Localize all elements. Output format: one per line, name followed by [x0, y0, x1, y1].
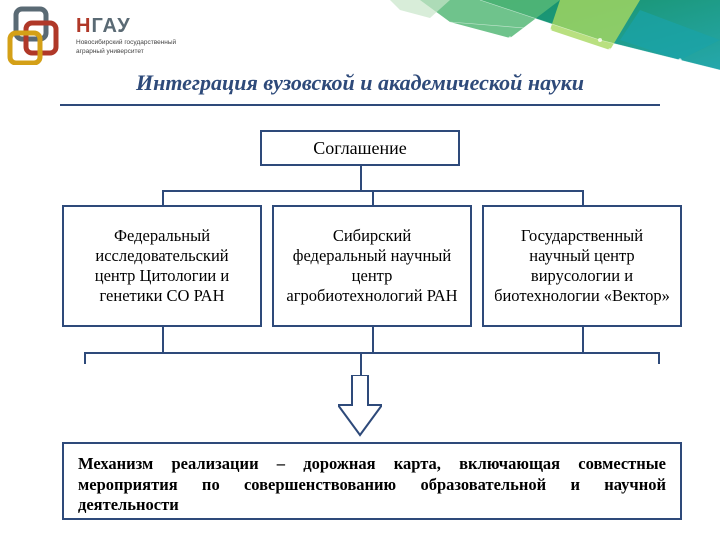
child-box-2: Сибирский федеральный научный центр агро…	[272, 205, 472, 327]
child-box-1: Федеральный исследовательский центр Цито…	[62, 205, 262, 327]
connector	[84, 352, 86, 364]
connector	[360, 166, 362, 190]
logo-subtitle-2: аграрный университет	[76, 49, 176, 56]
child-label-2: Сибирский федеральный научный центр агро…	[284, 226, 460, 305]
connector	[162, 327, 164, 352]
logo-letters-gray: ГАУ	[91, 15, 130, 37]
agreement-label: Соглашение	[313, 138, 407, 159]
mechanism-box: Механизм реализации – дорожная карта, вк…	[62, 442, 682, 520]
mechanism-text: Механизм реализации – дорожная карта, вк…	[78, 454, 666, 514]
connector	[582, 327, 584, 352]
logo-subtitle-1: Новосибирский государственный	[76, 40, 176, 47]
connector	[162, 190, 164, 205]
down-arrow-icon	[338, 375, 382, 437]
logo-letter-red: Н	[76, 15, 91, 37]
title-underline	[60, 104, 660, 106]
logo-title: НГАУ	[76, 15, 176, 38]
connector	[360, 352, 362, 375]
child-label-3: Государственный научный центр вирусологи…	[494, 226, 670, 305]
connector	[372, 190, 374, 205]
child-box-3: Государственный научный центр вирусологи…	[482, 205, 682, 327]
connector	[582, 190, 584, 205]
slide: НГАУ Новосибирский государственный аграр…	[0, 0, 720, 540]
logo-text: НГАУ Новосибирский государственный аграр…	[76, 15, 176, 56]
logo: НГАУ Новосибирский государственный аграр…	[6, 4, 256, 66]
connector	[84, 352, 660, 354]
logo-mark-icon	[6, 5, 66, 65]
child-label-1: Федеральный исследовательский центр Цито…	[74, 226, 250, 305]
connector	[658, 352, 660, 364]
connector	[372, 327, 374, 352]
page-title: Интеграция вузовской и академической нау…	[70, 70, 650, 96]
agreement-box: Соглашение	[260, 130, 460, 166]
